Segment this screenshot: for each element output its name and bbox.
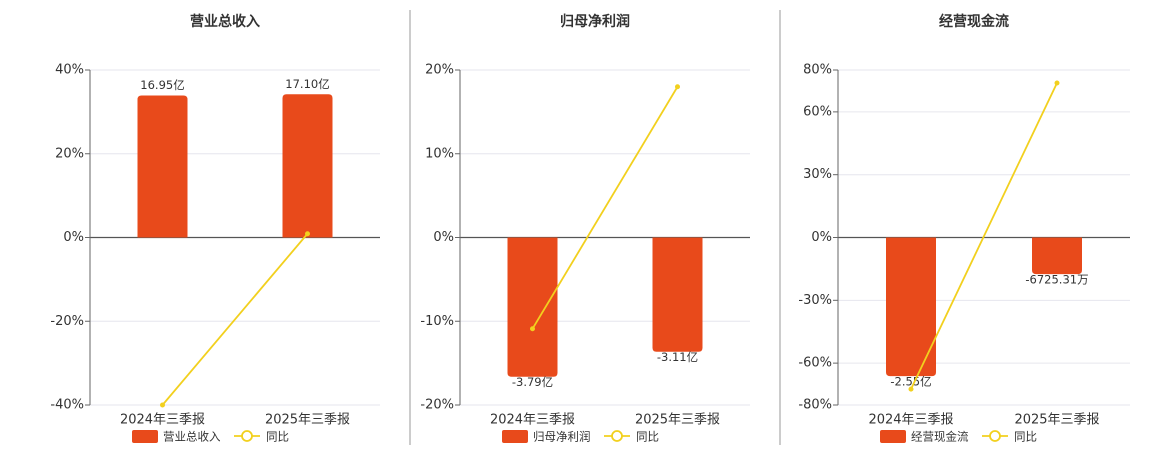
legend-label: 同比 xyxy=(266,430,289,444)
legend-label: 营业总收入 xyxy=(163,430,221,444)
y-tick-label: -80% xyxy=(798,398,832,413)
legend-marker xyxy=(611,430,623,442)
bar xyxy=(886,237,936,377)
x-tick-label: 2025年三季报 xyxy=(635,413,720,428)
x-tick-label: 2025年三季报 xyxy=(1014,413,1099,428)
y-tick-label: 0% xyxy=(811,230,832,245)
x-tick-label: 2024年三季报 xyxy=(490,413,575,428)
line-point xyxy=(908,386,914,392)
legend-label: 同比 xyxy=(1014,430,1037,444)
y-tick-label: -20% xyxy=(420,398,454,413)
y-tick-label: -10% xyxy=(420,314,454,329)
value-label: -6725.31万 xyxy=(1025,273,1088,287)
x-tick-label: 2025年三季报 xyxy=(265,413,350,428)
value-label: 16.95亿 xyxy=(140,78,184,92)
y-tick-label: -60% xyxy=(798,356,832,371)
y-tick-label: 0% xyxy=(63,230,84,245)
chart-title: 经营现金流 xyxy=(939,13,1009,30)
chart-title: 营业总收入 xyxy=(190,13,260,30)
line-point xyxy=(675,84,680,90)
line xyxy=(910,82,1058,390)
y-tick-label: 10% xyxy=(425,146,454,161)
bar xyxy=(282,94,333,238)
legend-label: 经营现金流 xyxy=(911,430,969,444)
y-tick-label: -40% xyxy=(50,398,84,413)
bar xyxy=(507,237,558,377)
legend-label: 同比 xyxy=(636,430,659,444)
line xyxy=(161,233,309,406)
line-point xyxy=(305,231,310,237)
value-label: 17.10亿 xyxy=(285,77,329,91)
y-tick-label: 30% xyxy=(803,167,832,182)
y-tick-label: 80% xyxy=(803,63,832,78)
bar xyxy=(1032,237,1082,275)
legend-marker xyxy=(241,430,253,442)
y-tick-label: -30% xyxy=(798,293,832,308)
legend-swatch xyxy=(880,430,906,443)
line-point xyxy=(160,402,165,408)
line-point xyxy=(1054,80,1060,86)
value-label: -3.79亿 xyxy=(512,375,553,389)
x-tick-label: 2024年三季报 xyxy=(868,413,953,428)
x-tick-label: 2024年三季报 xyxy=(120,413,205,428)
y-tick-label: -20% xyxy=(50,314,84,329)
line xyxy=(531,86,679,330)
value-label: -2.55亿 xyxy=(890,375,931,389)
bar xyxy=(137,95,188,238)
y-tick-label: 40% xyxy=(55,63,84,78)
y-tick-label: 0% xyxy=(433,230,454,245)
legend-swatch xyxy=(502,430,528,443)
legend-swatch xyxy=(132,430,158,443)
value-label: -3.11亿 xyxy=(657,350,698,364)
legend-label: 归母净利润 xyxy=(533,430,591,444)
bar xyxy=(652,237,703,352)
chart-title: 归母净利润 xyxy=(560,13,630,30)
y-tick-label: 60% xyxy=(803,104,832,119)
legend-marker xyxy=(989,430,1001,442)
y-tick-label: 20% xyxy=(425,63,454,78)
y-tick-label: 20% xyxy=(55,146,84,161)
line-point xyxy=(530,326,535,332)
